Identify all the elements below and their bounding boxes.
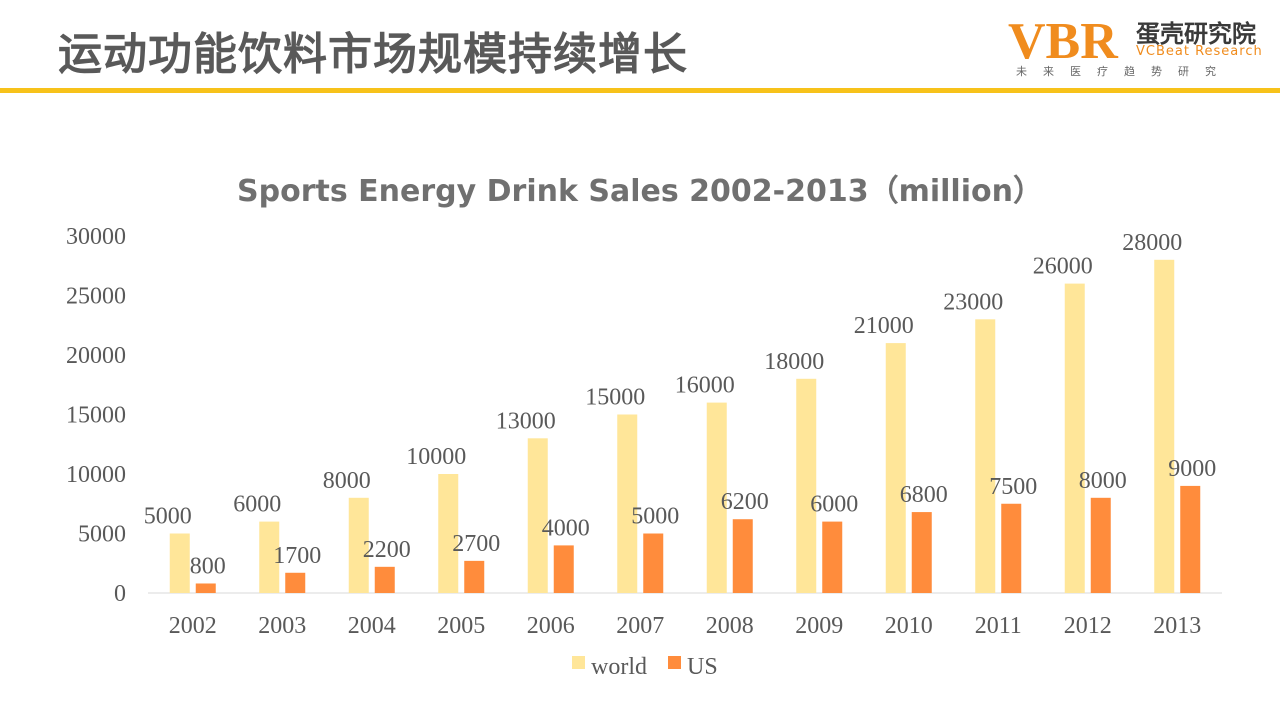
y-tick-label: 25000 bbox=[66, 284, 126, 310]
bar-us-2003 bbox=[285, 572, 306, 593]
data-label-us: 6800 bbox=[900, 482, 948, 508]
bar-world-2006 bbox=[527, 438, 548, 593]
legend-swatch-us bbox=[668, 656, 681, 669]
bar-us-2013 bbox=[1180, 485, 1201, 593]
data-label-us: 5000 bbox=[631, 504, 679, 530]
legend-label-world: world bbox=[591, 654, 647, 680]
x-tick-label: 2002 bbox=[169, 613, 217, 639]
x-tick-label: 2012 bbox=[1064, 613, 1112, 639]
bar-world-2009 bbox=[796, 378, 817, 593]
x-tick-label: 2004 bbox=[348, 613, 396, 639]
bar-world-2011 bbox=[975, 319, 996, 593]
bars bbox=[169, 259, 1201, 593]
bar-world-2007 bbox=[617, 414, 638, 593]
data-label-us: 8000 bbox=[1079, 468, 1127, 494]
bar-world-2008 bbox=[706, 402, 727, 593]
y-tick-label: 5000 bbox=[78, 522, 126, 548]
header-divider bbox=[0, 88, 1280, 93]
data-label-world: 6000 bbox=[233, 492, 281, 518]
y-tick-label: 10000 bbox=[66, 462, 126, 488]
bar-world-2010 bbox=[885, 343, 906, 593]
bar-us-2012 bbox=[1090, 497, 1111, 593]
x-tick-label: 2005 bbox=[437, 613, 485, 639]
x-tick-label: 2009 bbox=[795, 613, 843, 639]
data-label-world: 28000 bbox=[1122, 230, 1182, 256]
bar-us-2009 bbox=[822, 521, 843, 593]
legend-label-us: US bbox=[687, 654, 718, 680]
vbr-logo-mark-icon: VBR bbox=[1008, 14, 1119, 64]
logo-tagline: 未来医疗趋势研究 bbox=[1016, 65, 1232, 78]
data-label-world: 18000 bbox=[764, 349, 824, 375]
slide-title: 运动功能饮料市场规模持续增长 bbox=[58, 29, 688, 80]
y-tick-label: 30000 bbox=[66, 224, 126, 250]
bar-us-2011 bbox=[1001, 503, 1022, 593]
data-labels: 5000 6000 8000 10000 13000 15000 16000 18000 210… bbox=[144, 230, 1217, 580]
bar-world-2004 bbox=[348, 497, 369, 593]
logo-name-en: VCBeat Research bbox=[1136, 44, 1263, 59]
data-label-world: 13000 bbox=[496, 408, 556, 434]
bar-us-2006 bbox=[553, 545, 574, 593]
chart-title: Sports Energy Drink Sales 2002-2013（mill… bbox=[237, 174, 1043, 209]
data-label-us: 1700 bbox=[273, 543, 321, 569]
x-tick-label: 2003 bbox=[258, 613, 306, 639]
logo-name-cn: 蛋壳研究院 bbox=[1136, 20, 1256, 48]
bar-world-2003 bbox=[259, 521, 280, 593]
x-tick-label: 2010 bbox=[885, 613, 933, 639]
y-tick-label: 0 bbox=[114, 581, 126, 607]
y-tick-label: 15000 bbox=[66, 403, 126, 429]
data-label-world: 23000 bbox=[943, 289, 1003, 315]
y-axis: 0 5000 10000 15000 20000 25000 30000 bbox=[66, 224, 126, 607]
data-label-us: 7500 bbox=[989, 474, 1037, 500]
data-label-us: 2200 bbox=[363, 537, 411, 563]
bar-us-2002 bbox=[195, 583, 216, 593]
data-label-world: 10000 bbox=[406, 444, 466, 470]
data-label-world: 26000 bbox=[1033, 254, 1093, 280]
bar-us-2010 bbox=[911, 512, 932, 593]
legend: world US bbox=[572, 654, 718, 680]
data-label-world: 16000 bbox=[675, 373, 735, 399]
data-label-us: 2700 bbox=[452, 531, 500, 557]
data-label-world: 8000 bbox=[323, 468, 371, 494]
data-label-us: 4000 bbox=[542, 515, 590, 541]
x-tick-label: 2006 bbox=[527, 613, 575, 639]
x-tick-label: 2013 bbox=[1153, 613, 1201, 639]
bar-world-2002 bbox=[169, 533, 190, 593]
x-tick-label: 2008 bbox=[706, 613, 754, 639]
bar-us-2008 bbox=[732, 519, 753, 593]
bar-us-2004 bbox=[374, 566, 395, 593]
data-label-world: 5000 bbox=[144, 504, 192, 530]
data-label-us: 6200 bbox=[721, 489, 769, 515]
x-tick-label: 2011 bbox=[975, 613, 1022, 639]
bar-world-2013 bbox=[1154, 259, 1175, 593]
data-label-us: 6000 bbox=[810, 492, 858, 518]
data-label-us: 9000 bbox=[1168, 456, 1216, 482]
data-label-us: 800 bbox=[190, 553, 226, 579]
y-tick-label: 20000 bbox=[66, 343, 126, 369]
logo-mark-text: VBR bbox=[1008, 14, 1119, 64]
x-tick-label: 2007 bbox=[616, 613, 664, 639]
bar-world-2012 bbox=[1064, 283, 1085, 593]
legend-swatch-world bbox=[572, 656, 585, 669]
bar-world-2005 bbox=[438, 474, 459, 593]
data-label-world: 21000 bbox=[854, 313, 914, 339]
vcbeat-logo: VBR 蛋壳研究院 VCBeat Research 未来医疗趋势研究 bbox=[1008, 8, 1280, 82]
bar-us-2005 bbox=[464, 560, 485, 593]
data-label-world: 15000 bbox=[585, 385, 645, 411]
bar-us-2007 bbox=[643, 533, 664, 593]
x-axis: 2002 2003 2004 2005 2006 2007 2008 2009 2010 2011… bbox=[148, 592, 1222, 639]
